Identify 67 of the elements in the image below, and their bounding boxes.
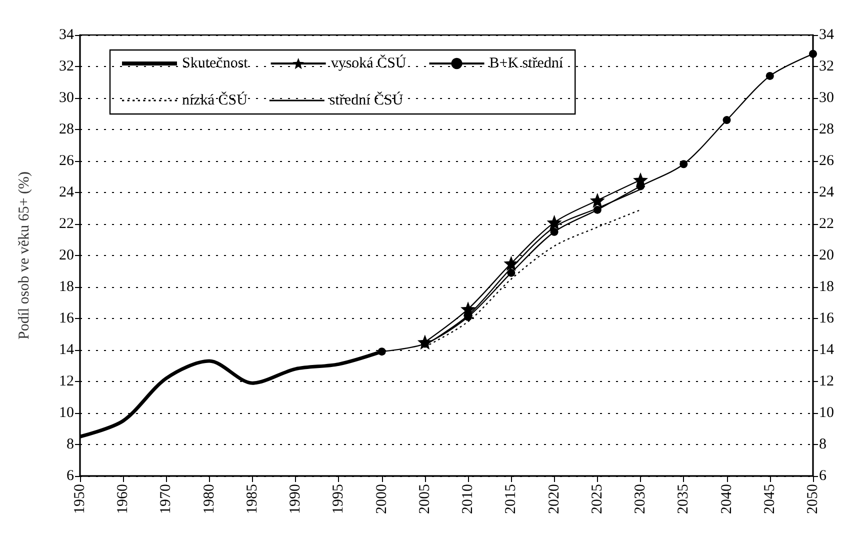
x-tick-label: 1960 bbox=[115, 484, 132, 514]
y-tick-label: 8 bbox=[66, 436, 74, 452]
legend-label: B+K střední bbox=[489, 56, 564, 72]
point bbox=[507, 268, 516, 277]
y-tick-label: 24 bbox=[59, 184, 74, 200]
y-tick-label: 30 bbox=[59, 90, 74, 106]
point bbox=[680, 160, 688, 168]
x-tick-label: 2035 bbox=[676, 484, 692, 514]
y2-tick-label: 30 bbox=[819, 90, 834, 106]
point bbox=[546, 214, 562, 230]
legend-label: Skutečnost bbox=[182, 56, 249, 72]
x-tick-label: 1980 bbox=[201, 484, 218, 514]
y-tick-label: 34 bbox=[59, 27, 74, 43]
y-tick-label: 14 bbox=[59, 342, 74, 358]
point bbox=[464, 312, 472, 321]
y-tick-label: 32 bbox=[59, 58, 74, 74]
x-tick-label: 1970 bbox=[158, 484, 174, 514]
legend-label: střední ČSÚ bbox=[329, 92, 404, 108]
x-tick-label: 1990 bbox=[288, 484, 304, 514]
y2-tick-label: 26 bbox=[819, 153, 834, 169]
y-tick-label: 22 bbox=[59, 216, 74, 232]
y-tick-label: 16 bbox=[59, 310, 74, 326]
y-tick-label: 26 bbox=[59, 153, 74, 169]
x-tick-label: 2015 bbox=[503, 484, 520, 514]
x-tick-label: 2020 bbox=[546, 484, 562, 514]
x-tick-label: 2040 bbox=[718, 484, 735, 514]
y2-tick-label: 24 bbox=[819, 184, 834, 200]
x-tick-label: 2025 bbox=[589, 484, 606, 514]
point bbox=[550, 228, 558, 236]
y-tick-label: 20 bbox=[59, 248, 74, 264]
point bbox=[722, 116, 731, 124]
point bbox=[809, 50, 817, 58]
point bbox=[460, 302, 476, 317]
y2-tick-label: 6 bbox=[819, 468, 827, 484]
y2-tick-label: 22 bbox=[819, 216, 834, 232]
x-tick-label: 1985 bbox=[244, 484, 260, 514]
point bbox=[766, 72, 774, 80]
x-tick-label: 2045 bbox=[762, 484, 778, 514]
y2-tick-label: 14 bbox=[819, 342, 834, 358]
y-tick-label: 18 bbox=[59, 279, 74, 295]
y2-tick-label: 20 bbox=[819, 248, 834, 264]
y2-tick-label: 28 bbox=[819, 122, 834, 138]
y2-tick-label: 8 bbox=[819, 436, 826, 452]
y2-tick-label: 16 bbox=[819, 310, 834, 326]
y2-tick-label: 12 bbox=[819, 374, 834, 390]
point bbox=[504, 256, 519, 271]
legend-label: nízká ČSÚ bbox=[182, 92, 248, 108]
x-tick-label: 2000 bbox=[374, 484, 390, 514]
y-tick-label: 10 bbox=[59, 405, 74, 421]
x-tick-label: 2005 bbox=[416, 484, 433, 514]
point bbox=[590, 192, 605, 208]
y-tick-label: 12 bbox=[59, 374, 74, 390]
y-tick-label: 6 bbox=[66, 468, 74, 484]
y-tick-label: 28 bbox=[59, 122, 74, 138]
legend-label: vysoká ČSÚ bbox=[330, 54, 406, 72]
x-tick-label: 2030 bbox=[632, 484, 649, 514]
y2-tick-label: 10 bbox=[819, 405, 834, 421]
y2-tick-label: 32 bbox=[819, 58, 834, 74]
y2-tick-label: 18 bbox=[819, 279, 834, 295]
x-tick-label: 2010 bbox=[460, 484, 476, 514]
point bbox=[378, 348, 386, 356]
x-tick-label: 2050 bbox=[805, 484, 821, 514]
x-tick-label: 1950 bbox=[72, 484, 88, 514]
point bbox=[593, 206, 602, 214]
y2-tick-label: 34 bbox=[819, 27, 834, 43]
y-axis-title: Podíl osob ve věku 65+ (%) bbox=[16, 171, 32, 340]
x-tick-label: 1995 bbox=[330, 484, 347, 514]
